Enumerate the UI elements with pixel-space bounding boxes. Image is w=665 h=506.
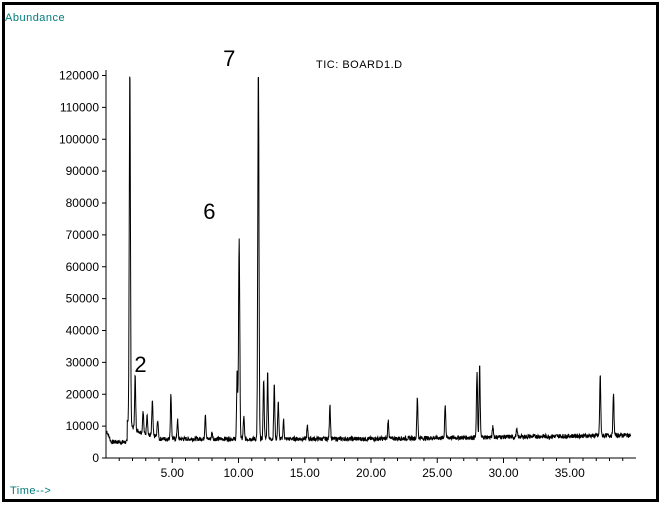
x-tick-label: 30.00	[488, 466, 518, 480]
y-tick-label: 40000	[66, 324, 100, 338]
x-tick-label: 25.00	[422, 466, 452, 480]
y-tick-label: 10000	[66, 419, 100, 433]
x-axis-label: Time-->	[10, 485, 52, 497]
y-tick-label: 100000	[59, 132, 99, 146]
peak-label: 6	[203, 199, 215, 224]
y-axis-label: Abundance	[5, 12, 66, 24]
x-tick-label: 35.00	[555, 466, 585, 480]
tic-trace-line	[106, 76, 632, 446]
x-tick-label: 20.00	[356, 466, 386, 480]
y-tick-label: 60000	[66, 260, 100, 274]
axes	[105, 70, 636, 459]
ticks: 0 10000 20000 30000 40000 50000 60000 70000 8000…	[59, 69, 624, 480]
y-tick-label: 90000	[66, 164, 100, 178]
y-tick-label: 110000	[60, 100, 99, 114]
y-tick-label: 120000	[59, 69, 99, 83]
x-tick-label: 10.00	[223, 466, 253, 480]
series-group	[106, 76, 632, 446]
y-tick-label: 20000	[66, 387, 100, 401]
y-tick-label: 80000	[66, 196, 100, 210]
peak-label: 2	[134, 352, 146, 377]
x-tick-label: 15.00	[290, 466, 320, 480]
annotations: 2 6 7	[134, 46, 235, 377]
y-tick-label: 0	[92, 451, 99, 465]
x-tick-label: 5.00	[161, 466, 185, 480]
y-tick-label: 70000	[66, 228, 100, 242]
y-tick-label: 30000	[66, 355, 100, 369]
peak-label: 7	[223, 46, 235, 71]
chart-title: TIC: BOARD1.D	[316, 59, 403, 71]
y-tick-label: 50000	[66, 292, 100, 306]
